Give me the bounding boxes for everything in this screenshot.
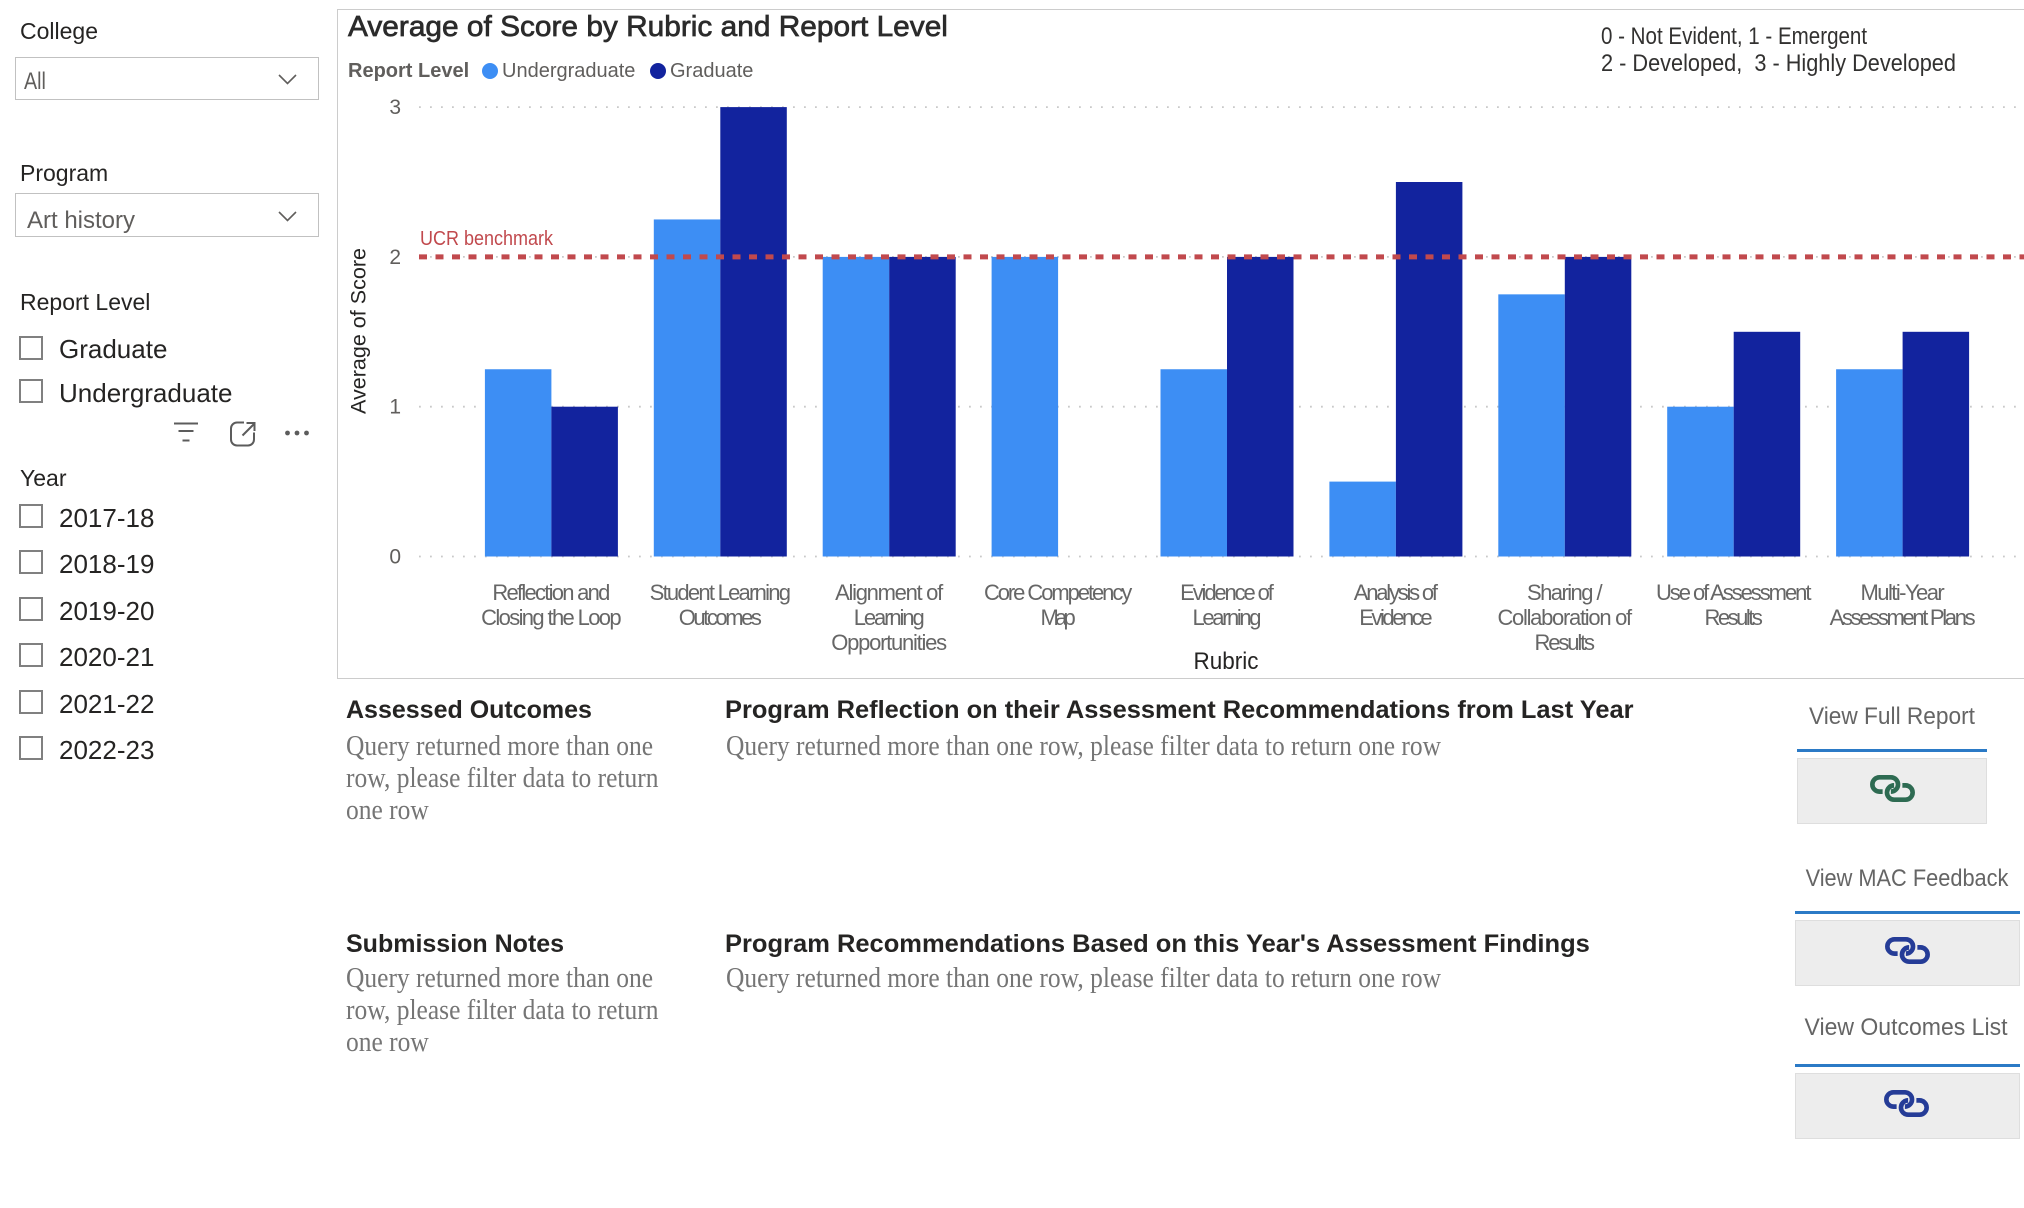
svg-text:Sharing /: Sharing / — [1527, 580, 1603, 605]
svg-text:Average of Score: Average of Score — [348, 248, 371, 414]
svg-text:Analysis of: Analysis of — [1354, 580, 1439, 605]
svg-text:Learning: Learning — [854, 605, 925, 630]
svg-text:Learning: Learning — [1192, 605, 1261, 630]
svg-text:2: 2 — [389, 246, 401, 269]
svg-text:Use of Assessment: Use of Assessment — [1656, 580, 1812, 605]
svg-text:Map: Map — [1041, 605, 1076, 630]
svg-text:Rubric: Rubric — [1194, 648, 1259, 675]
svg-text:Evidence of: Evidence of — [1180, 580, 1275, 605]
svg-text:Results: Results — [1705, 605, 1763, 630]
svg-text:Collaboration of: Collaboration of — [1497, 605, 1633, 630]
svg-text:Closing the Loop: Closing the Loop — [481, 605, 622, 630]
svg-text:UCR benchmark: UCR benchmark — [420, 228, 554, 250]
svg-text:3: 3 — [389, 96, 401, 119]
svg-text:Outcomes: Outcomes — [679, 605, 762, 630]
svg-text:Alignment of: Alignment of — [835, 580, 944, 605]
svg-text:0: 0 — [389, 546, 401, 569]
svg-text:Reflection and: Reflection and — [492, 580, 610, 605]
svg-text:Opportunities: Opportunities — [831, 630, 947, 655]
svg-text:Student Learning: Student Learning — [650, 580, 791, 605]
svg-text:Results: Results — [1535, 630, 1596, 655]
svg-text:Assessment Plans: Assessment Plans — [1830, 605, 1976, 630]
svg-text:Multi-Year: Multi-Year — [1861, 580, 1945, 605]
svg-text:Core Competency: Core Competency — [984, 580, 1132, 605]
svg-text:Evidence: Evidence — [1359, 605, 1432, 630]
svg-text:1: 1 — [389, 396, 401, 419]
